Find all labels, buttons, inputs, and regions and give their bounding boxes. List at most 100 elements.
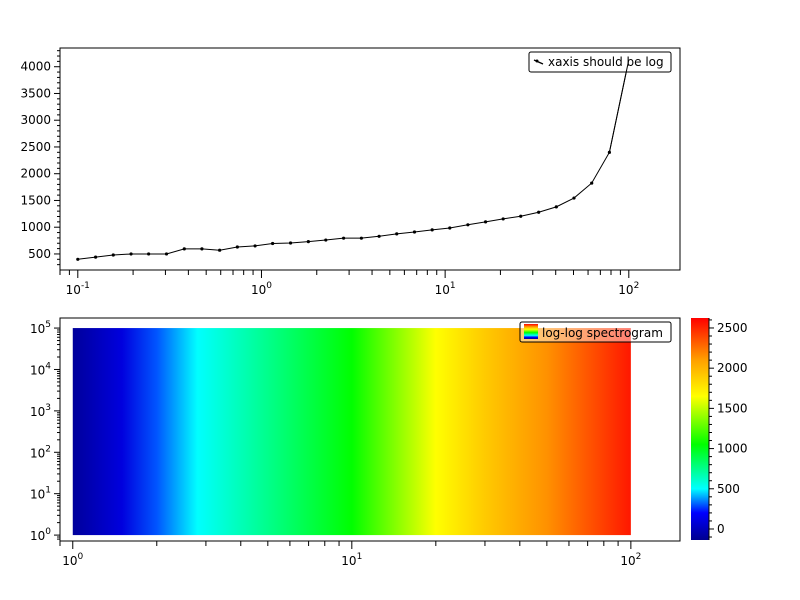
data-point — [93, 255, 98, 259]
y-tick-label: 103 — [30, 403, 51, 419]
data-point — [537, 210, 541, 214]
data-point — [271, 241, 275, 246]
data-point — [412, 230, 417, 234]
colorbar-tick-label: 0 — [717, 522, 725, 536]
x-tick-label: 102 — [620, 552, 641, 568]
data-point — [466, 223, 470, 227]
data-point — [501, 217, 505, 221]
data-point — [76, 257, 80, 261]
x-tick-label: 10-1 — [66, 281, 90, 297]
y-tick-label: 500 — [28, 247, 51, 261]
legend: log-log spectrogram — [519, 321, 672, 343]
y-tick-label-base: 10 — [30, 322, 45, 336]
x-tick-label-base: 10 — [62, 554, 77, 568]
colorbar-tick-label: 2500 — [717, 321, 748, 335]
x-tick-label-exponent: 0 — [78, 552, 84, 562]
x-tick-label: 101 — [435, 281, 456, 297]
y-tick-label: 2000 — [20, 167, 51, 181]
y-tick-label: 1000 — [20, 220, 51, 234]
heatmap-image — [72, 328, 631, 536]
x-tick-label: 100 — [251, 281, 272, 297]
y-tick-label-exponent: 5 — [45, 320, 51, 330]
data-point — [395, 232, 399, 236]
y-tick-label: 105 — [30, 320, 51, 336]
data-point — [164, 252, 169, 256]
data-point — [111, 253, 115, 257]
y-tick-label: 102 — [30, 444, 51, 460]
legend-box — [519, 321, 672, 343]
legend-box — [528, 51, 672, 73]
plot-frame — [59, 47, 681, 271]
data-point — [129, 252, 133, 256]
data-point — [590, 181, 594, 185]
y-tick-label: 3500 — [20, 86, 51, 100]
x-tick-label-base: 10 — [435, 283, 450, 297]
series-line — [77, 59, 630, 260]
data-point — [235, 245, 239, 249]
y-tick-label: 100 — [30, 527, 51, 543]
data-point — [554, 205, 558, 209]
data-point — [147, 252, 151, 256]
x-tick-label-exponent: 1 — [357, 552, 363, 562]
data-point — [341, 236, 346, 240]
data-point — [288, 241, 293, 245]
x-tick-label-base: 10 — [620, 554, 635, 568]
y-tick-label-base: 10 — [30, 529, 45, 543]
data-point — [306, 240, 310, 244]
data-point — [430, 228, 434, 232]
legend: xaxis should be log — [528, 51, 672, 73]
x-tick-label-base: 10 — [618, 283, 633, 297]
data-point — [448, 226, 452, 230]
legend-dot-icon — [535, 59, 539, 63]
data-point — [377, 234, 381, 238]
data-point — [253, 244, 257, 248]
y-tick-label-base: 10 — [30, 446, 45, 460]
y-tick-label: 104 — [30, 361, 51, 377]
x-tick-label-exponent: -1 — [81, 281, 90, 291]
x-tick-label-exponent: 2 — [634, 281, 640, 291]
data-point — [483, 220, 488, 224]
colorbar-gradient — [691, 318, 709, 540]
y-tick-label-exponent: 0 — [45, 527, 51, 537]
y-tick-label: 101 — [30, 486, 51, 502]
x-tick-label-exponent: 0 — [266, 281, 272, 291]
y-tick-label-exponent: 3 — [45, 403, 51, 413]
data-point — [359, 236, 363, 240]
colorbar-tick-label: 1000 — [717, 442, 748, 456]
y-tick-label-exponent: 4 — [45, 361, 51, 371]
x-tick-label: 102 — [618, 281, 639, 297]
data-point — [519, 214, 523, 218]
legend-label: log-log spectrogram — [542, 326, 663, 340]
y-tick-label: 1500 — [20, 193, 51, 207]
x-tick-label-exponent: 1 — [450, 281, 456, 291]
x-tick-label-base: 10 — [251, 283, 266, 297]
y-tick-label: 4000 — [20, 60, 51, 74]
y-tick-label-base: 10 — [30, 488, 45, 502]
legend-label: xaxis should be log — [548, 55, 664, 69]
legend-line-marker-icon — [533, 59, 544, 65]
y-tick-label: 2500 — [20, 140, 51, 154]
colorbar-tick-label: 2000 — [717, 361, 748, 375]
data-point — [200, 247, 204, 251]
colorbar-tick-label: 500 — [717, 482, 740, 496]
y-tick-label-base: 10 — [30, 405, 45, 419]
colorbar-tick-label: 1500 — [717, 401, 748, 415]
x-tick-label: 100 — [62, 552, 83, 568]
x-tick-label-base: 10 — [66, 283, 81, 297]
data-point — [218, 248, 222, 252]
x-tick-label-base: 10 — [341, 554, 356, 568]
y-tick-label-base: 10 — [30, 363, 45, 377]
y-tick-label: 3000 — [20, 113, 51, 127]
legend-colormap-icon — [524, 324, 538, 339]
x-tick-label-exponent: 2 — [636, 552, 642, 562]
data-point — [324, 238, 328, 242]
colorbar: 0 500 1000 1500 2000 2500 — [691, 318, 748, 540]
series-line-overlay — [608, 59, 630, 153]
x-tick-label: 101 — [341, 552, 362, 568]
y-tick-label-exponent: 1 — [45, 486, 51, 496]
data-point — [572, 196, 576, 200]
data-point — [182, 247, 186, 251]
